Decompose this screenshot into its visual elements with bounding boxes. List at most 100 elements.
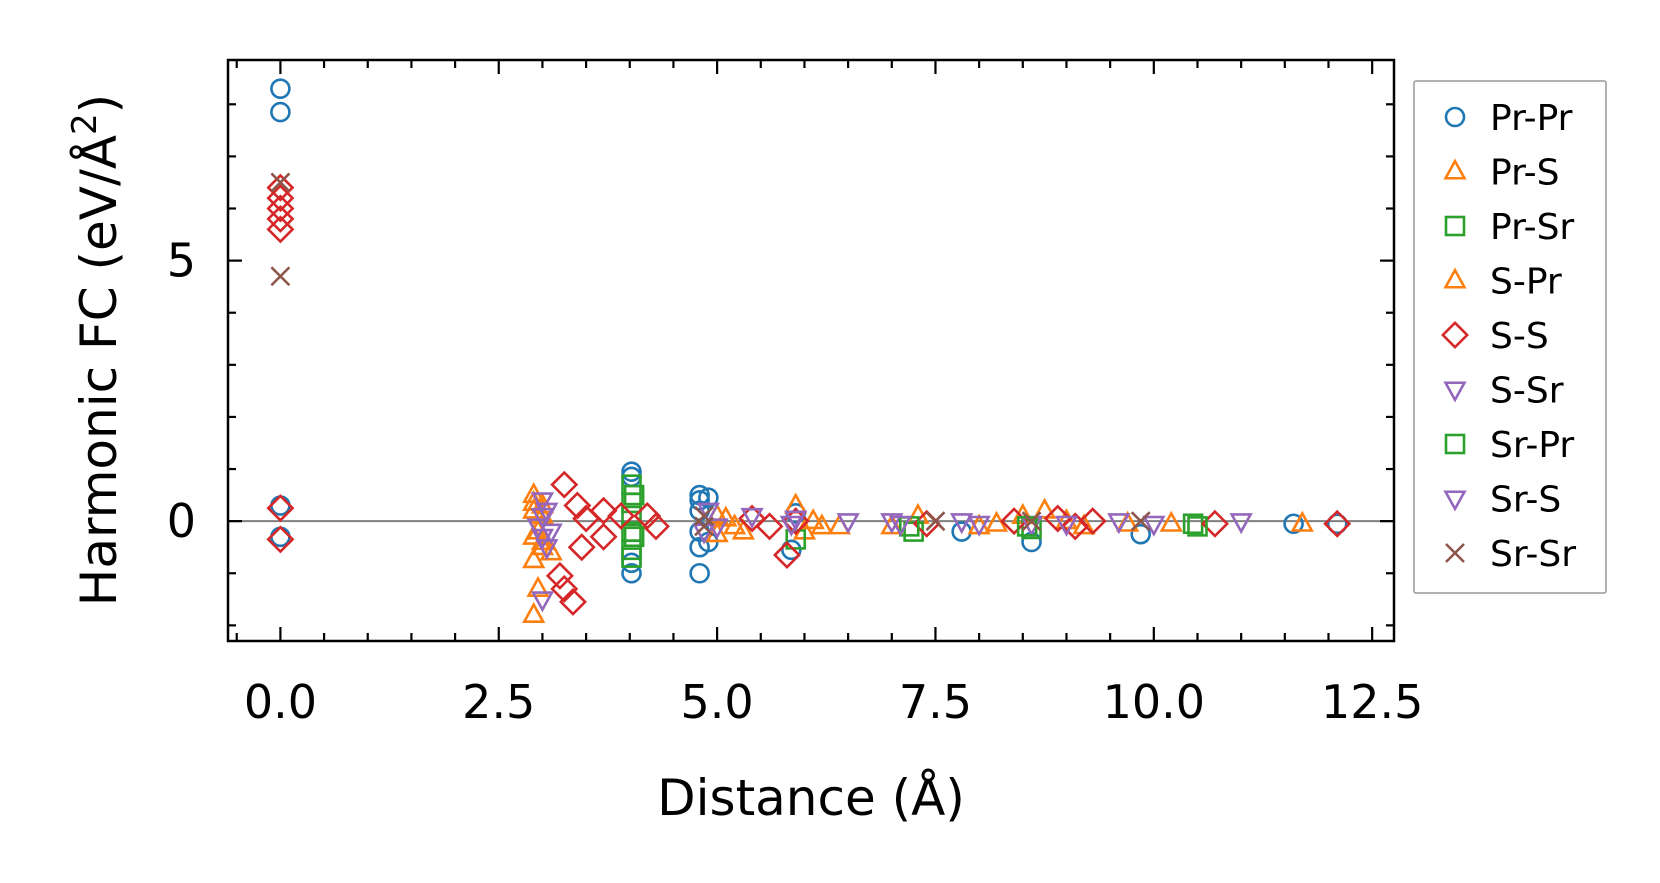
data-point [903,521,924,542]
data-point [698,487,719,509]
data-point [623,484,645,506]
data-point [784,510,808,532]
legend-label: S-Pr [1490,262,1562,303]
x-tick-label: 0.0 [244,675,317,729]
legend-label: S-Sr [1490,371,1564,412]
legend-label: Sr-S [1490,480,1561,521]
data-point [550,470,579,499]
series-s-s [266,173,1352,616]
y-axis-label: Harmonic FC (eV/Å2) [65,94,128,606]
data-point [1021,511,1042,532]
data-point [1130,523,1152,545]
y-axis-label-main: Harmonic FC (eV/Å [70,135,128,606]
legend-entries: Pr-Pr Pr-S Pr-Sr S-Pr S-S S-Sr Sr-Pr Sr-S Sr-Sr [1441,98,1576,575]
series-s-sr [530,492,1253,613]
data-point [967,515,991,537]
data-point [621,562,642,584]
y-axis-label-superscript: 2 [65,113,105,135]
legend-marker [1444,215,1466,237]
data-point [689,490,710,511]
data-point [526,518,550,540]
legend-label: S-S [1490,316,1549,357]
data-point [266,525,295,554]
data-point [270,78,291,99]
legend-entry-s-s: S-S [1441,316,1549,357]
data-point [559,587,587,616]
data-point [772,541,801,570]
data-point [781,539,802,561]
legend-marker [1445,543,1465,563]
data-point [266,204,295,233]
data-point [731,518,755,540]
data-point [1054,515,1079,537]
data-point [567,533,596,562]
legend-label: Pr-Pr [1490,98,1573,139]
data-point [530,534,555,556]
data-point [535,539,559,561]
axis-ticks-layer [228,60,1394,641]
data-point [888,515,913,537]
data-point [621,461,642,482]
data-point [270,526,291,548]
legend-marker [1443,267,1467,289]
x-tick-label: 5.0 [681,675,754,729]
data-point [925,511,946,532]
data-points-layer [266,78,1352,623]
data-point [539,523,563,545]
plot-frame [226,58,1396,643]
data-point [779,515,804,537]
data-point [266,194,295,223]
data-point [623,526,645,548]
legend-entry-sr-s: Sr-S [1443,480,1561,521]
data-point [270,266,291,287]
data-point [1142,515,1166,537]
legend-label: Sr-Sr [1490,534,1576,575]
legend-label: Sr-Pr [1490,425,1574,466]
data-point [270,101,291,123]
data-point [950,513,974,535]
legend-label: Pr-Sr [1490,207,1574,248]
legend-entry-s-pr: S-Pr [1443,262,1562,303]
y-tick-label: 5 [167,234,196,288]
legend-marker [1444,106,1466,128]
data-point [266,215,295,244]
data-point [801,508,825,530]
data-point [1326,513,1348,535]
data-point [522,547,546,569]
y-axis-label-close: ) [70,94,128,114]
data-point [1043,504,1072,533]
data-point [270,172,291,193]
data-point [1032,497,1057,519]
data-point [1283,513,1304,535]
data-point [621,552,642,574]
legend-marker [1443,490,1467,512]
legend-marker [1443,381,1467,403]
x-tick-label: 7.5 [899,675,972,729]
data-point [530,591,555,613]
data-point [539,539,563,561]
data-point [607,501,636,530]
data-point [270,495,291,516]
data-point [714,505,738,527]
data-point [589,522,618,551]
x-tick-label: 12.5 [1321,675,1423,729]
data-point [545,561,574,590]
data-point [1072,513,1096,535]
data-point [641,512,670,541]
data-point [705,521,729,543]
legend-entry-sr-pr: Sr-Pr [1444,425,1574,466]
legend: Pr-Pr Pr-S Pr-Sr S-Pr S-S S-Sr Sr-Pr Sr-S Sr-Sr [1413,80,1607,594]
data-point [696,502,721,524]
legend-marker [1443,158,1467,180]
data-point [827,513,852,535]
data-point [530,507,555,529]
series-pr-pr [270,78,1348,584]
legend-marker [1441,321,1469,349]
data-point [1323,509,1352,538]
legend-marker [1444,433,1466,455]
x-tick-label: 10.0 [1103,675,1205,729]
data-point [689,562,710,584]
data-point [1130,511,1151,532]
data-point [266,494,295,523]
y-tick-label: 0 [167,494,196,548]
